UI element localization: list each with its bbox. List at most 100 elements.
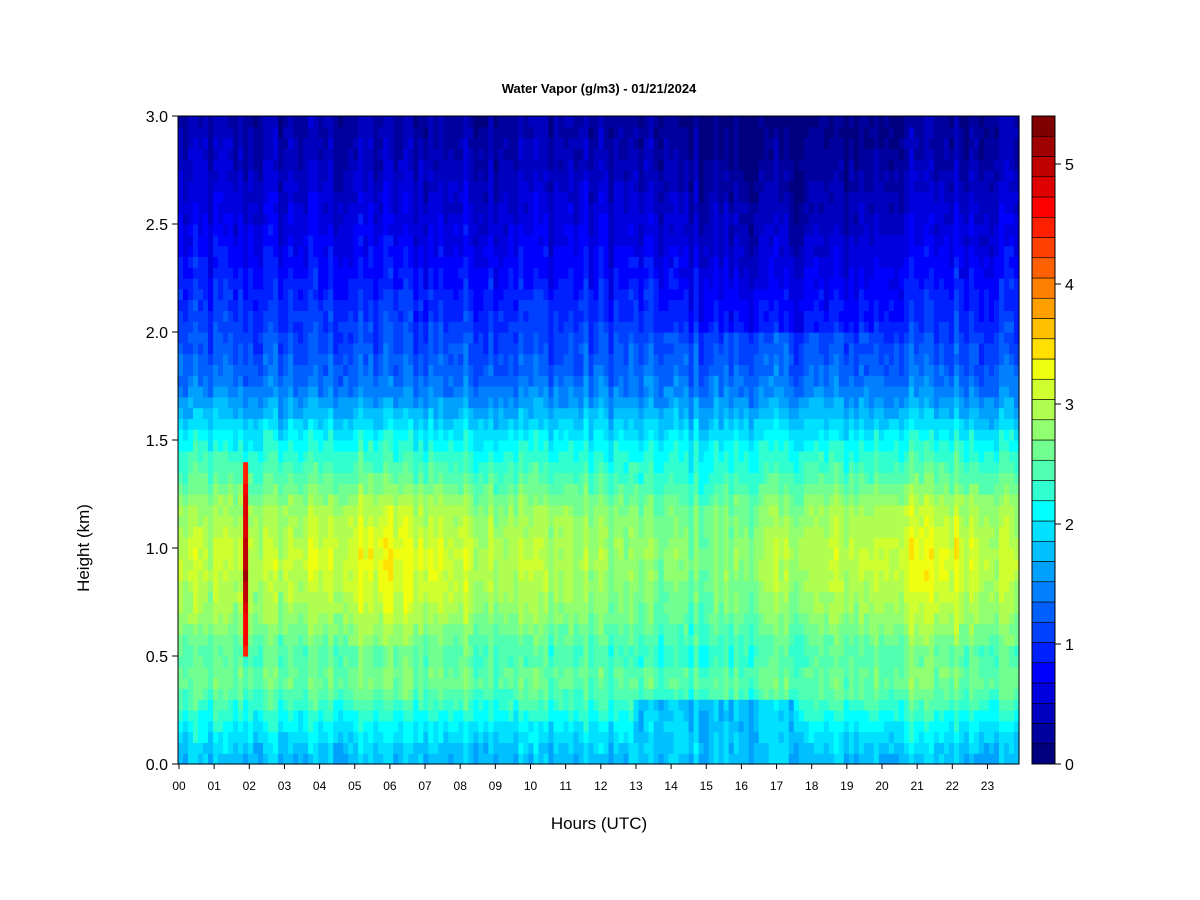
heat-cell	[328, 677, 334, 689]
heat-cell	[778, 645, 785, 657]
heat-cell	[438, 666, 444, 679]
heat-cell	[653, 494, 660, 506]
heat-cell	[423, 494, 429, 506]
heat-cell	[428, 483, 434, 495]
heat-cell	[703, 558, 710, 571]
heat-cell	[693, 483, 700, 495]
heat-cell	[618, 699, 625, 711]
heat-cell	[233, 515, 239, 527]
heat-cell	[813, 602, 820, 614]
heat-cell	[398, 558, 404, 571]
heat-cell	[688, 580, 695, 592]
heat-cell	[208, 677, 214, 689]
heat-cell	[883, 656, 890, 668]
heat-cell	[913, 461, 920, 473]
heat-cell	[533, 548, 540, 560]
heat-cell	[548, 688, 555, 700]
heat-cell	[303, 569, 309, 581]
heat-cell	[618, 450, 625, 463]
heat-cell	[913, 580, 920, 592]
heat-cell	[693, 720, 700, 733]
heat-cell	[688, 602, 695, 614]
heat-cell	[898, 666, 905, 679]
heat-cell	[338, 548, 344, 560]
heat-cell	[218, 558, 224, 571]
heat-cell	[423, 677, 429, 689]
heat-cell	[933, 710, 940, 722]
heat-cell	[998, 537, 1005, 549]
heat-cell	[733, 742, 740, 754]
heat-cell	[228, 515, 234, 527]
heat-cell	[998, 645, 1005, 657]
heat-cell	[768, 720, 775, 733]
heat-cell	[493, 731, 499, 743]
heat-cell	[598, 580, 605, 592]
heat-cell	[748, 656, 755, 668]
heat-cell	[628, 569, 635, 581]
heat-cell	[538, 537, 545, 549]
heat-cell	[953, 526, 960, 538]
heat-cell	[728, 753, 735, 765]
heat-cell	[743, 731, 750, 743]
heat-cell	[963, 504, 970, 517]
heat-cell	[328, 494, 334, 506]
heat-cell	[658, 450, 665, 463]
heat-cell	[433, 731, 439, 743]
heat-cell	[688, 569, 695, 581]
heat-cell	[743, 710, 750, 722]
heat-cell	[703, 612, 710, 625]
heat-cell	[988, 591, 995, 603]
heat-cell	[988, 537, 995, 549]
heat-cell	[553, 731, 560, 743]
heat-cell	[208, 612, 214, 625]
heat-cell	[853, 472, 860, 484]
heat-cell	[228, 656, 234, 668]
heat-cell	[593, 472, 600, 484]
heat-cell	[228, 731, 234, 743]
heat-cell	[778, 612, 785, 625]
heat-cell	[683, 699, 690, 711]
heat-cell	[873, 569, 880, 581]
heat-cell	[338, 591, 344, 603]
heat-cell	[593, 537, 600, 549]
heat-cell	[368, 494, 374, 506]
heat-cell	[418, 537, 424, 549]
heat-cell	[683, 731, 690, 743]
heat-cell	[308, 645, 314, 657]
heat-cell	[468, 710, 474, 722]
heat-cell	[303, 602, 309, 614]
heat-cell	[473, 753, 479, 765]
heat-cell	[993, 591, 1000, 603]
heat-cell	[213, 634, 219, 646]
heat-cell	[548, 645, 555, 657]
heat-cell	[488, 677, 494, 689]
heat-cell	[718, 483, 725, 495]
heat-cell	[793, 515, 800, 527]
heat-cell	[713, 494, 720, 506]
heat-cell	[563, 634, 570, 646]
heat-cell	[518, 666, 525, 679]
heat-cell	[843, 677, 850, 689]
heat-cell	[658, 645, 665, 657]
heat-cell	[363, 731, 369, 743]
heat-cell	[573, 602, 580, 614]
heat-cell	[883, 569, 890, 581]
heat-cell	[858, 526, 865, 538]
heat-cell	[583, 699, 590, 711]
heat-cell	[553, 450, 560, 463]
heat-cell	[818, 569, 825, 581]
heat-cell	[653, 515, 660, 527]
heat-cell	[758, 731, 765, 743]
heat-cell	[188, 537, 194, 549]
heat-cell	[578, 623, 585, 635]
heat-cell	[668, 515, 675, 527]
heat-cell	[228, 558, 234, 571]
heat-cell	[938, 537, 945, 549]
heat-cell	[713, 569, 720, 581]
heat-cell	[823, 548, 830, 560]
heat-cell	[873, 494, 880, 506]
heat-cell	[223, 688, 229, 700]
heat-cell	[238, 515, 244, 527]
heat-cell	[1008, 461, 1015, 473]
heat-cell	[318, 666, 324, 679]
